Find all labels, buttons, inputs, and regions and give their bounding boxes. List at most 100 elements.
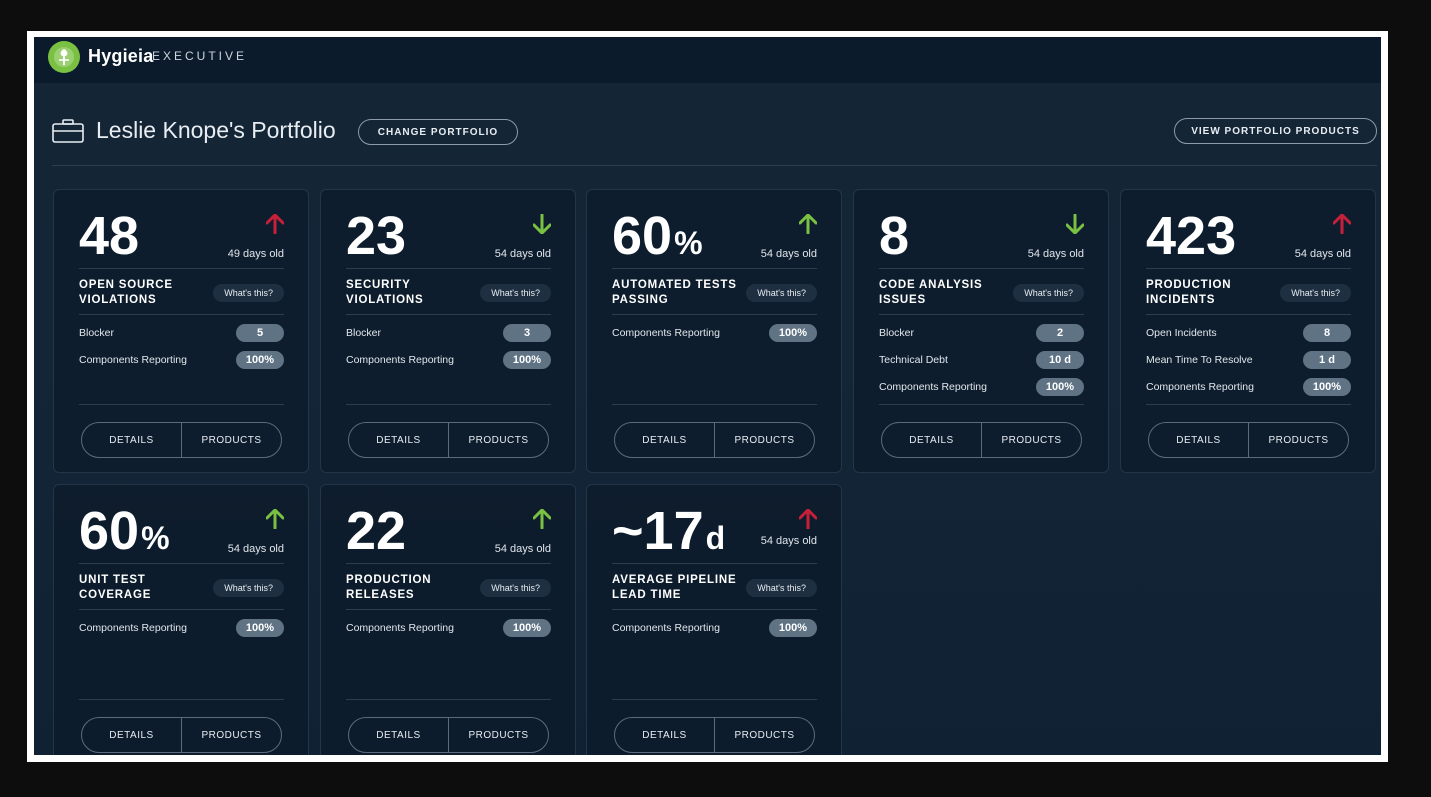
change-portfolio-button[interactable]: CHANGE PORTFOLIO [358, 119, 518, 145]
trend-arrow-up-icon [533, 509, 551, 529]
metric-value-number: 60 [79, 501, 140, 561]
products-button[interactable]: PRODUCTS [468, 729, 529, 741]
data-age: 54 days old [227, 543, 284, 555]
card-divider [79, 563, 284, 564]
metric-row-label: Components Reporting [346, 622, 454, 634]
card-button-group: DETAILS PRODUCTS [614, 422, 815, 458]
data-age: 54 days old [1027, 248, 1084, 260]
metric-value-number: 22 [346, 501, 407, 561]
details-button[interactable]: DETAILS [615, 423, 715, 457]
metric-row: Blocker 3 [346, 324, 551, 342]
card-divider [612, 699, 817, 700]
products-button[interactable]: PRODUCTS [734, 729, 795, 741]
metric-name: SECURITY VIOLATIONS [346, 279, 424, 306]
metric-row-value-badge: 100% [1303, 378, 1351, 396]
card-divider [612, 268, 817, 269]
whats-this-button[interactable]: What's this? [1280, 284, 1351, 302]
details-button[interactable]: DETAILS [882, 423, 982, 457]
metric-row: Components Reporting 100% [879, 378, 1084, 396]
whats-this-button[interactable]: What's this? [746, 579, 817, 597]
card-divider [346, 404, 551, 405]
products-button[interactable]: PRODUCTS [734, 434, 795, 446]
card-button-group: DETAILS PRODUCTS [348, 717, 549, 753]
card-divider [79, 699, 284, 700]
products-button[interactable]: PRODUCTS [201, 434, 262, 446]
metric-row-value-badge: 100% [236, 351, 284, 369]
metric-row-label: Components Reporting [346, 354, 454, 366]
products-button[interactable]: PRODUCTS [201, 729, 262, 741]
metric-value-number: 23 [346, 206, 407, 266]
data-age: 54 days old [1294, 248, 1351, 260]
metric-row-label: Components Reporting [1146, 381, 1254, 393]
data-age: 54 days old [494, 543, 551, 555]
card-divider [612, 314, 817, 315]
metric-row: Blocker 5 [79, 324, 284, 342]
metric-row-value-badge: 100% [1036, 378, 1084, 396]
metric-value: 48 [79, 204, 141, 275]
card-divider [79, 609, 284, 610]
metric-value: ~17d [612, 499, 725, 570]
metric-row: Components Reporting 100% [79, 619, 284, 637]
details-button[interactable]: DETAILS [349, 423, 449, 457]
metric-name: UNIT TEST COVERAGE [79, 574, 152, 601]
metric-card-average-pipeline-lead-time: ~17d 54 days old AVERAGE PIPELINE LEAD T… [586, 484, 842, 755]
metric-name: OPEN SOURCE VIOLATIONS [79, 279, 173, 306]
details-button[interactable]: DETAILS [1149, 423, 1249, 457]
details-button[interactable]: DETAILS [349, 718, 449, 752]
metric-row: Components Reporting 100% [79, 351, 284, 369]
metric-row-label: Open Incidents [1146, 327, 1217, 339]
whats-this-button[interactable]: What's this? [480, 579, 551, 597]
top-bar: Hygieia EXECUTIVE [34, 37, 1381, 83]
metric-row: Components Reporting 100% [346, 351, 551, 369]
whats-this-button[interactable]: What's this? [213, 579, 284, 597]
products-button[interactable]: PRODUCTS [468, 434, 529, 446]
metric-row-label: Components Reporting [612, 327, 720, 339]
metric-value: 22 [346, 499, 408, 570]
brand-name[interactable]: Hygieia [88, 46, 154, 66]
metric-name: CODE ANALYSIS ISSUES [879, 279, 983, 306]
data-age: 54 days old [760, 535, 817, 547]
header-divider [52, 165, 1377, 166]
metric-value-number: 423 [1146, 206, 1237, 266]
trend-arrow-up-icon [266, 214, 284, 234]
metric-card-open-source-violations: 48 49 days old OPEN SOURCE VIOLATIONS Wh… [53, 189, 309, 473]
details-button[interactable]: DETAILS [615, 718, 715, 752]
card-divider [346, 563, 551, 564]
metric-name: PRODUCTION RELEASES [346, 574, 432, 601]
app-window: Hygieia EXECUTIVE Leslie Knope's Portfol… [34, 37, 1381, 755]
products-button[interactable]: PRODUCTS [1268, 434, 1329, 446]
hygieia-logo-icon[interactable] [48, 41, 80, 73]
metric-row-value-badge: 3 [503, 324, 551, 342]
view-portfolio-products-button[interactable]: VIEW PORTFOLIO PRODUCTS [1174, 118, 1377, 144]
trend-arrow-down-icon [533, 214, 551, 234]
metric-row: Components Reporting 100% [346, 619, 551, 637]
products-button[interactable]: PRODUCTS [1001, 434, 1062, 446]
card-button-group: DETAILS PRODUCTS [81, 422, 282, 458]
whats-this-button[interactable]: What's this? [1013, 284, 1084, 302]
card-divider [612, 404, 817, 405]
card-divider [1146, 314, 1351, 315]
whats-this-button[interactable]: What's this? [480, 284, 551, 302]
metric-value-unit: % [674, 225, 703, 261]
metric-name: PRODUCTION INCIDENTS [1146, 279, 1232, 306]
card-divider [346, 268, 551, 269]
metric-row-value-badge: 2 [1036, 324, 1084, 342]
metric-value-unit: % [141, 520, 170, 556]
metric-card-security-violations: 23 54 days old SECURITY VIOLATIONS What'… [320, 189, 576, 473]
details-button[interactable]: DETAILS [82, 718, 182, 752]
metric-value-number: 60 [612, 206, 673, 266]
whats-this-button[interactable]: What's this? [746, 284, 817, 302]
data-age: 49 days old [227, 248, 284, 260]
metric-row: Open Incidents 8 [1146, 324, 1351, 342]
card-divider [79, 314, 284, 315]
metric-value-number: ~17 [612, 501, 704, 561]
card-divider [346, 314, 551, 315]
details-button[interactable]: DETAILS [82, 423, 182, 457]
card-divider [79, 268, 284, 269]
card-button-group: DETAILS PRODUCTS [81, 717, 282, 753]
metric-row: Mean Time To Resolve 1 d [1146, 351, 1351, 369]
whats-this-button[interactable]: What's this? [213, 284, 284, 302]
portfolio-title: Leslie Knope's Portfolio [96, 117, 336, 143]
card-divider [79, 404, 284, 405]
card-divider [612, 563, 817, 564]
